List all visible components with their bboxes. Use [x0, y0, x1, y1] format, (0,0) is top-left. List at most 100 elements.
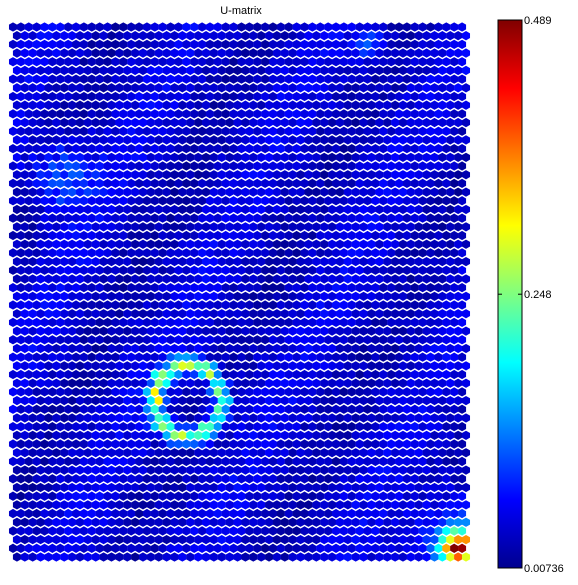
- hex-cell: [91, 291, 100, 301]
- hex-cell: [123, 465, 132, 475]
- hex-cell: [16, 248, 25, 258]
- hex-cell: [391, 117, 400, 128]
- hex-cell: [75, 222, 84, 232]
- hex-cell: [426, 300, 435, 310]
- hex-cell: [331, 74, 341, 84]
- hex-cell: [28, 343, 37, 354]
- hex-cell: [438, 465, 447, 475]
- hex-cell: [320, 395, 329, 406]
- hex-cell: [359, 48, 368, 58]
- hex-cell: [261, 335, 270, 345]
- hex-cell: [202, 291, 211, 301]
- hex-cell: [300, 456, 309, 467]
- hex-cell: [162, 500, 171, 510]
- hex-cell: [426, 474, 435, 484]
- hex-cell: [395, 22, 404, 32]
- hex-cell: [430, 222, 439, 232]
- hex-cell: [36, 309, 45, 319]
- hex-cell: [111, 300, 120, 310]
- hex-cell: [241, 517, 250, 527]
- hex-cell: [331, 526, 341, 536]
- hex-cell: [410, 387, 419, 397]
- hex-cell: [233, 430, 242, 440]
- hex-cell: [68, 117, 77, 128]
- hex-cell: [245, 352, 254, 362]
- hex-cell: [438, 135, 447, 145]
- hex-cell: [288, 309, 297, 319]
- hex-cell: [40, 178, 49, 189]
- hex-cell: [111, 178, 120, 189]
- hex-cell: [316, 456, 325, 467]
- hex-cell: [107, 239, 116, 249]
- hex-cell: [229, 508, 238, 519]
- hex-cell: [446, 135, 455, 145]
- hex-cell: [300, 439, 309, 449]
- hex-cell: [178, 117, 187, 128]
- hex-cell: [410, 248, 419, 258]
- hex-cell: [186, 517, 195, 527]
- hex-cell: [268, 369, 277, 380]
- hex-cell: [72, 404, 81, 414]
- hex-cell: [458, 369, 467, 380]
- hex-cell: [99, 100, 108, 110]
- hex-cell: [233, 187, 242, 197]
- hex-cell: [450, 178, 459, 189]
- hex-cell: [261, 456, 270, 467]
- hex-cell: [99, 534, 108, 545]
- hex-cell: [249, 187, 258, 197]
- hex-cell: [119, 196, 128, 206]
- hex-cell: [265, 239, 274, 249]
- hex-cell: [245, 456, 254, 467]
- hex-cell: [395, 109, 404, 119]
- hex-cell: [24, 508, 33, 519]
- hex-cell: [284, 248, 293, 258]
- hex-cell: [79, 109, 88, 119]
- hex-cell: [217, 378, 226, 388]
- hex-cell: [119, 144, 128, 154]
- hex-cell: [213, 474, 222, 484]
- hex-cell: [426, 22, 435, 32]
- hex-cell: [395, 283, 404, 293]
- hex-cell: [146, 65, 155, 76]
- hex-cell: [418, 196, 427, 206]
- hex-cell: [442, 508, 451, 519]
- hex-cell: [308, 161, 317, 171]
- hex-cell: [426, 265, 435, 275]
- hex-cell: [245, 491, 254, 501]
- hex-cell: [138, 482, 148, 493]
- hex-cell: [91, 395, 100, 406]
- hex-cell: [32, 543, 41, 553]
- hex-cell: [257, 378, 266, 388]
- hex-cell: [355, 543, 364, 553]
- hex-cell: [52, 378, 61, 388]
- hex-cell: [60, 170, 69, 180]
- hex-cell: [111, 508, 120, 519]
- hex-cell: [202, 31, 211, 41]
- hex-cell: [249, 309, 258, 319]
- hex-cell: [186, 500, 195, 510]
- hex-cell: [383, 465, 392, 475]
- hex-cell: [312, 117, 321, 128]
- hex-cell: [379, 161, 388, 171]
- hex-cell: [170, 256, 179, 267]
- hex-cell: [249, 152, 258, 162]
- hex-cell: [442, 283, 451, 293]
- hex-cell: [363, 91, 372, 102]
- hex-cell: [292, 439, 301, 449]
- hex-cell: [308, 404, 317, 414]
- hex-cell: [253, 543, 262, 553]
- hex-cell: [20, 361, 29, 371]
- hex-cell: [60, 222, 69, 232]
- hex-cell: [331, 422, 341, 432]
- hex-cell: [56, 491, 65, 501]
- hex-cell: [24, 91, 33, 102]
- hex-cell: [154, 135, 163, 145]
- hex-cell: [24, 265, 33, 275]
- hex-cell: [16, 283, 25, 293]
- hex-cell: [95, 57, 104, 67]
- hex-cell: [398, 413, 407, 423]
- hex-cell: [343, 31, 352, 41]
- hex-cell: [44, 117, 53, 128]
- hex-cell: [229, 526, 238, 536]
- hex-cell: [12, 291, 21, 301]
